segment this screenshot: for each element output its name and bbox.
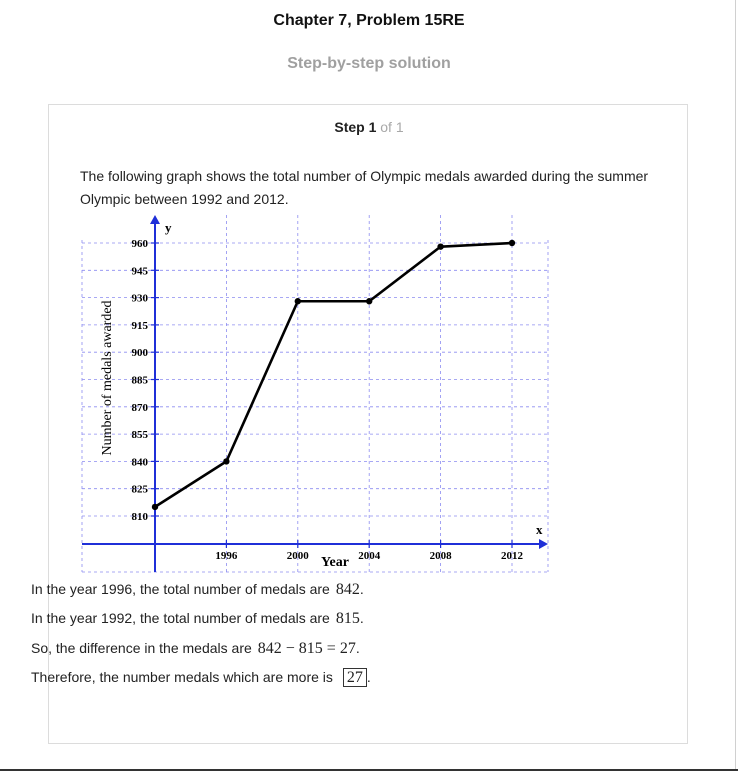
solution-line-4-text: Therefore, the number medals which are m… — [31, 669, 333, 685]
solution-subtitle: Step-by-step solution — [287, 55, 451, 72]
solution-line-1: In the year 1996, the total number of me… — [31, 581, 364, 598]
x-tick-label-2008: 2008 — [430, 550, 453, 562]
answer-box: 27 — [342, 668, 367, 687]
solution-line-3: So, the difference in the medals are 842 … — [31, 640, 360, 657]
data-point-2012 — [508, 239, 516, 247]
y-tick-label-885: 885 — [132, 375, 149, 387]
y-axis-label: Number of medals awarded — [100, 300, 115, 455]
chart-axes — [82, 215, 548, 572]
solution-line-2-text: In the year 1992, the total number of me… — [31, 610, 330, 626]
series-line — [154, 241, 513, 508]
right-border — [735, 0, 736, 770]
chart-ticks: 810 825 840 855 870 885 900 915 930 945 960 1996 200… — [132, 238, 524, 562]
data-point-1996 — [223, 458, 230, 465]
y-tick-label-810: 810 — [132, 511, 149, 523]
y-tick-label-870: 870 — [132, 402, 149, 414]
intro-text: The following graph shows the total numb… — [80, 168, 649, 207]
page-title: Chapter 7, Problem 15RE — [273, 12, 465, 29]
x-tick-label-2000: 2000 — [287, 550, 310, 562]
data-point-2000 — [294, 298, 301, 305]
x-tick-label-1996: 1996 — [215, 550, 238, 562]
bottom-border — [0, 769, 738, 771]
solution-line-3-text: So, the difference in the medals are — [31, 640, 252, 656]
y-axis-arrow — [150, 215, 160, 224]
solution-line-2-math: 815 — [335, 610, 360, 627]
x-tick-label-2004: 2004 — [358, 550, 381, 562]
y-tick-label-915: 915 — [132, 320, 149, 332]
x-axis-letter: x — [536, 522, 543, 537]
x-tick-label-2012: 2012 — [501, 550, 524, 562]
solution-line-1-text: In the year 1996, the total number of me… — [31, 581, 330, 597]
step-count: of 1 — [380, 119, 404, 135]
solution-line-3-math: 842 − 815 = 27 — [257, 640, 356, 657]
y-tick-label-825: 825 — [132, 484, 149, 496]
x-axis-label: Year — [321, 555, 349, 570]
y-tick-label-960: 960 — [132, 238, 149, 250]
y-tick-label-840: 840 — [132, 456, 149, 468]
y-tick-label-945: 945 — [132, 265, 149, 277]
data-point-2008 — [437, 243, 444, 250]
chart-grid — [81, 215, 549, 573]
y-tick-label-900: 900 — [132, 347, 149, 359]
solution-line-4: Therefore, the number medals which are m… — [31, 668, 371, 687]
data-point-1992 — [151, 503, 159, 511]
y-axis-letter: y — [165, 220, 172, 235]
solution-line-1-math: 842 — [335, 581, 360, 598]
step-indicator: Step 1 of 1 — [49, 119, 689, 135]
y-tick-label-930: 930 — [132, 293, 149, 305]
y-tick-label-855: 855 — [132, 429, 149, 441]
step-label: Step 1 — [334, 119, 377, 135]
chart-series — [151, 239, 516, 511]
x-axis-arrow — [539, 539, 548, 549]
solution-line-2: In the year 1992, the total number of me… — [31, 610, 364, 627]
data-point-2004 — [366, 298, 373, 305]
